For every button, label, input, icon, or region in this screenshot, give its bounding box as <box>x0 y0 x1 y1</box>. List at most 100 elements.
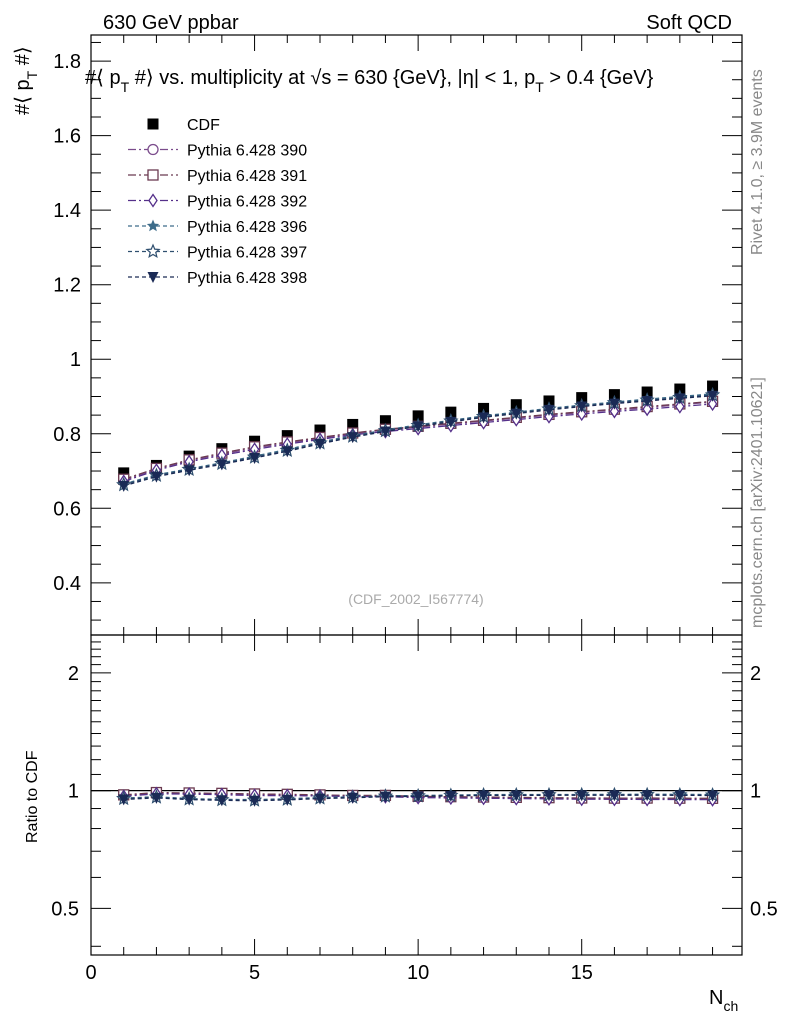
data-point <box>379 415 391 427</box>
legend-marker <box>147 143 159 156</box>
data-point <box>478 412 490 424</box>
ratio-plot-frame <box>90 634 743 956</box>
ratio-data-point <box>412 791 424 803</box>
data-point <box>608 398 620 410</box>
chart-title: #⟨ pT #⟩ vs. multiplicity at √s = 630 {G… <box>85 67 654 95</box>
main-series-group <box>116 380 721 492</box>
ratio-data-point <box>674 790 686 802</box>
data-point <box>412 421 424 433</box>
ratio-data-point <box>216 795 228 807</box>
ratio-data-point <box>118 794 130 806</box>
data-point <box>314 424 326 436</box>
main-ytick-label: 0.8 <box>53 424 81 446</box>
data-point <box>281 430 293 442</box>
data-point <box>281 446 293 458</box>
ratio-data-point <box>543 790 555 802</box>
main-y-axis-label: #⟨ pT #⟩ <box>12 46 40 115</box>
ratio-y-axis-label: Ratio to CDF <box>24 750 41 843</box>
legend-item: Pythia 6.428 392 <box>128 193 307 211</box>
data-point <box>510 408 522 420</box>
data-point <box>576 392 588 404</box>
legend-label: CDF <box>187 117 220 134</box>
data-point <box>118 467 130 479</box>
ratio-data-point <box>445 790 457 802</box>
data-point <box>609 404 620 419</box>
series-line <box>123 394 713 486</box>
ratio-ytick-label-right: 1 <box>750 781 761 803</box>
main-ytick-labels: 0.4 0.6 0.8 1 1.2 1.4 1.6 1.8 <box>53 51 81 595</box>
data-point <box>642 401 652 417</box>
legend-label: Pythia 6.428 396 <box>187 219 307 236</box>
xtick-labels: 0 5 10 15 <box>85 962 592 984</box>
ratio-data-point <box>641 790 653 802</box>
legend-marker <box>146 219 160 232</box>
xtick-label: 15 <box>571 962 593 984</box>
mcplots-text: mcplots.cern.ch [arXiv:2401.10621] <box>749 377 766 628</box>
legend: CDF Pythia 6.428 390 Pythia 6.428 391 Pythi… <box>128 117 307 287</box>
series-pythia-6-428-398 <box>118 390 719 492</box>
ratio-data-point <box>510 790 522 802</box>
main-ytick-label: 1 <box>70 349 81 371</box>
legend-marker <box>147 118 159 130</box>
legend-item: Pythia 6.428 396 <box>128 219 307 236</box>
data-point <box>314 438 326 450</box>
legend-item: Pythia 6.428 390 <box>128 143 307 160</box>
data-point <box>478 402 490 414</box>
ratio-data-point <box>347 792 359 804</box>
data-point <box>347 432 359 444</box>
series-line <box>123 395 713 487</box>
analysis-watermark: (CDF_2002_I567774) <box>348 591 483 607</box>
ratio-data-point <box>379 791 391 803</box>
ratio-data-point <box>707 790 719 802</box>
legend-marker <box>147 169 159 181</box>
data-point <box>249 452 261 464</box>
legend-label: Pythia 6.428 398 <box>187 270 307 287</box>
legend-label: Pythia 6.428 392 <box>187 194 307 211</box>
data-point <box>445 416 457 428</box>
data-point <box>675 399 685 414</box>
data-point <box>674 383 686 395</box>
legend-item: Pythia 6.428 397 <box>128 243 307 262</box>
data-point <box>641 386 653 398</box>
legend-label: Pythia 6.428 390 <box>187 143 307 160</box>
header-left: 630 GeV ppbar <box>103 12 239 34</box>
xtick-label: 5 <box>249 962 260 984</box>
data-point <box>674 393 686 405</box>
data-point <box>118 480 130 492</box>
data-point <box>707 396 718 412</box>
legend-marker <box>145 243 161 259</box>
x-axis-label: Nch <box>709 987 738 1014</box>
legend-label: Pythia 6.428 397 <box>187 245 307 262</box>
data-point <box>412 410 424 422</box>
data-point <box>216 459 228 471</box>
legend-label: Pythia 6.428 391 <box>187 168 307 185</box>
rivet-version-text: Rivet 4.1.0, ≥ 3.9M events <box>749 69 766 255</box>
ratio-ytick-label-left: 0.5 <box>51 898 79 920</box>
header-right: Soft QCD <box>646 12 732 34</box>
data-point <box>608 389 620 401</box>
main-axis-ticks <box>90 35 742 635</box>
main-ytick-label: 1.2 <box>53 275 81 297</box>
data-point <box>707 380 719 392</box>
main-ytick-label: 1.4 <box>53 200 81 222</box>
ratio-ytick-labels: 0.5 0.5 1 1 2 2 <box>51 663 778 920</box>
legend-marker <box>148 193 158 208</box>
ratio-data-point <box>576 790 588 802</box>
main-ytick-label: 0.6 <box>53 498 81 520</box>
ratio-series-group <box>116 786 721 807</box>
ratio-data-point <box>281 794 293 806</box>
ratio-data-point <box>608 790 620 802</box>
legend-item: Pythia 6.428 398 <box>128 270 307 287</box>
legend-item: CDF <box>147 117 220 134</box>
main-ytick-label: 1.8 <box>53 51 81 73</box>
ratio-ytick-label-left: 2 <box>68 663 79 685</box>
ratio-data-point <box>478 790 490 802</box>
data-point <box>576 406 587 422</box>
data-point <box>543 395 555 407</box>
xtick-label: 10 <box>407 962 429 984</box>
data-point <box>641 395 653 407</box>
ratio-ytick-label-left: 1 <box>68 781 79 803</box>
data-point <box>150 471 162 483</box>
ratio-ytick-label-right: 2 <box>750 663 761 685</box>
